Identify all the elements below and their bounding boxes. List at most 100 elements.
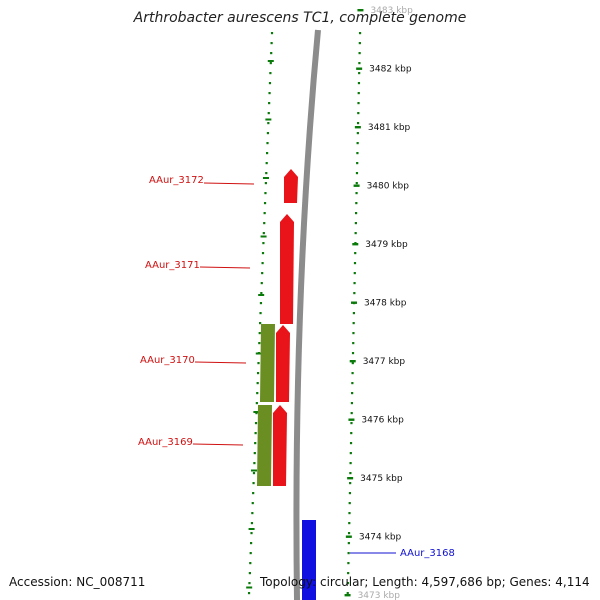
ruler-dot: [252, 482, 255, 485]
ruler-dash: [248, 528, 255, 530]
ruler-dot: [251, 512, 254, 515]
tick-label: 3483 kbp: [370, 6, 413, 16]
gene-leader-line: [203, 182, 255, 185]
ruler-dot: [352, 332, 355, 335]
ruler-dot: [354, 212, 358, 215]
ruler-dot: [358, 52, 361, 55]
ruler-dot: [346, 582, 350, 585]
ruler-dot: [269, 62, 272, 65]
tick-label: 3478 kbp: [364, 299, 407, 309]
tick-mark: [348, 418, 355, 421]
ruler-dot: [256, 382, 259, 385]
ruler-dot: [268, 92, 271, 95]
ruler-dot: [264, 192, 267, 195]
ruler-dot: [353, 282, 356, 285]
ruler-dot: [349, 482, 352, 485]
ruler-dot: [268, 82, 272, 85]
ruler-dot: [357, 92, 360, 95]
ruler-dot: [259, 322, 262, 325]
ruler-dot: [247, 592, 251, 595]
ruler-dot: [268, 102, 271, 105]
ruler-dot: [347, 542, 350, 545]
ruler-dot: [269, 72, 272, 75]
tick-label: 3477 kbp: [363, 357, 406, 367]
olive-feature-bar: [257, 405, 272, 486]
ruler-dot: [259, 302, 263, 305]
ruler-dot: [266, 142, 269, 145]
ruler-dot: [346, 592, 349, 595]
gene-arrow-aaur_3168: [302, 520, 316, 600]
ruler-dot: [254, 422, 258, 425]
ruler-dot: [350, 422, 353, 425]
tick-mark: [356, 67, 363, 70]
ruler-dot: [349, 442, 353, 445]
ruler-dash: [262, 177, 269, 179]
ruler-dot: [252, 472, 256, 475]
gene-arrow-aaur_3172: [284, 169, 298, 203]
olive-feature-track: [257, 324, 275, 486]
ruler-dot: [250, 532, 253, 535]
ruler-dot: [358, 42, 361, 45]
ruler-dot: [347, 552, 350, 555]
ruler-dot: [348, 502, 351, 505]
gene-labels: AAur_3172 AAur_3171 AAur_3170 AAur_3169 AAur…: [138, 175, 455, 559]
ruler-dot: [263, 202, 267, 205]
ruler-dot: [264, 182, 267, 185]
tick-mark: [344, 594, 351, 597]
ruler-dot: [356, 132, 359, 135]
ruler-dash: [255, 352, 262, 355]
ruler-dot: [351, 352, 355, 355]
ruler-dot: [350, 412, 353, 415]
gene-arrow-aaur_3171: [280, 214, 294, 324]
ruler-dot: [351, 382, 354, 385]
ruler-dot: [356, 162, 359, 165]
ruler-dot: [265, 162, 268, 165]
ruler-dot: [356, 142, 359, 145]
ruler-dot: [351, 362, 354, 365]
ruler-dash: [253, 411, 260, 413]
gene-leader-line: [194, 361, 247, 364]
ruler-dot: [267, 122, 270, 125]
tick-label: 3475 kbp: [360, 474, 403, 484]
ruler-dot: [351, 392, 354, 395]
ruler-dot: [349, 472, 352, 475]
gene-label: AAur_3170: [140, 355, 195, 366]
right-dotted-ruler: [344, 9, 364, 597]
gene-track: [273, 169, 316, 600]
ruler-dot: [348, 522, 351, 525]
ruler-dot: [266, 132, 270, 135]
ruler-dot: [347, 562, 350, 565]
ruler-dot: [352, 312, 355, 315]
left-dotted-ruler: [246, 32, 274, 595]
ruler-dot: [353, 292, 356, 295]
olive-feature-bar: [260, 324, 275, 402]
gene-label: AAur_3172: [149, 175, 204, 186]
ruler-dot: [248, 572, 251, 575]
gene-arrow-aaur_3169: [273, 405, 287, 486]
tick-label: 3476 kbp: [361, 416, 404, 426]
ruler-dot: [351, 372, 354, 375]
ruler-dot: [253, 462, 256, 465]
tick-label: 3473 kbp: [358, 591, 401, 600]
ruler-dash: [258, 294, 265, 296]
ruler-dot: [267, 112, 270, 115]
ruler-dot: [256, 372, 260, 375]
ruler-dot: [261, 272, 264, 275]
tick-label: 3474 kbp: [359, 533, 402, 543]
ruler-dot: [354, 232, 357, 235]
gene-leader-line: [192, 443, 244, 446]
ruler-dot: [257, 362, 260, 365]
ruler-dot: [252, 492, 255, 495]
ruler-dot: [350, 432, 353, 435]
ruler-dash: [267, 60, 274, 62]
ruler-dot: [249, 562, 252, 565]
ruler-dot: [261, 252, 265, 255]
ruler-dot: [254, 442, 257, 445]
tick-mark: [349, 360, 356, 363]
tick-label: 3480 kbp: [367, 182, 410, 192]
gene-arrow-aaur_3170: [276, 325, 290, 402]
ruler-dot: [357, 112, 360, 115]
tick-mark: [352, 243, 359, 246]
ruler-dot: [263, 212, 266, 215]
tick-mark: [353, 184, 360, 187]
